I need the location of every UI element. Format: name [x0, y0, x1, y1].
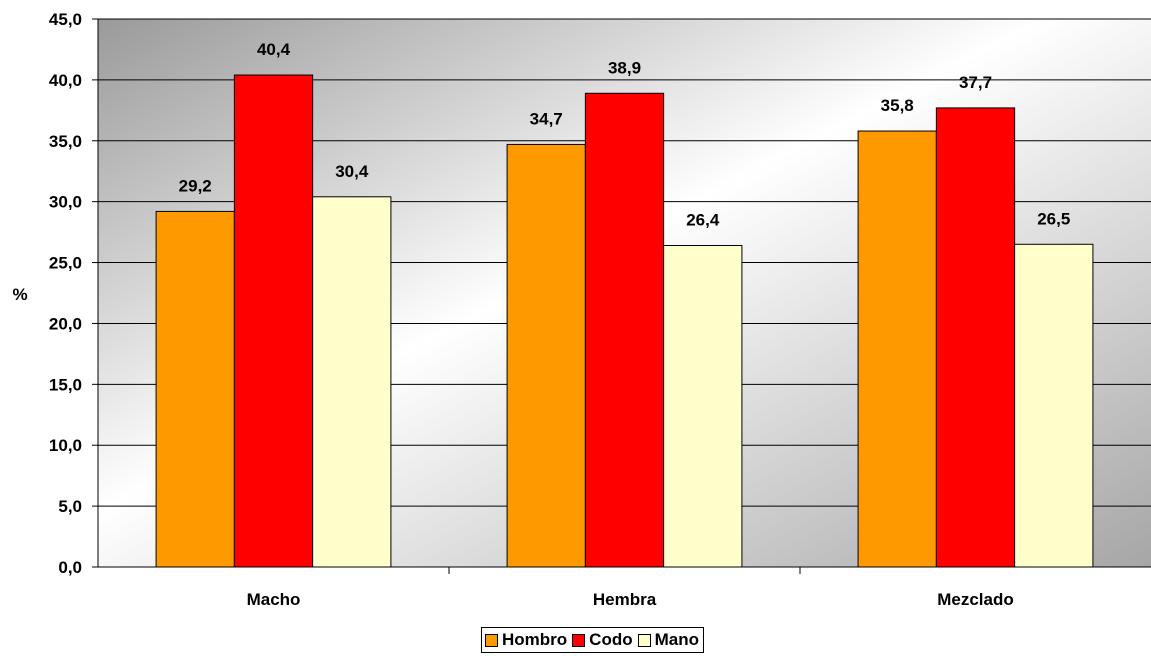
bars — [155, 74, 1094, 568]
legend-label-mano: Mano — [654, 630, 699, 649]
legend-swatch-codo — [572, 633, 586, 647]
data-label: 40,4 — [257, 40, 291, 59]
legend-item-hombro: Hombro — [485, 630, 567, 650]
y-tick-label: 25,0 — [49, 254, 82, 273]
y-tick-label: 0,0 — [58, 558, 82, 577]
legend: Hombro Codo Mano — [481, 627, 704, 653]
legend-label-codo: Codo — [589, 630, 633, 649]
data-label: 35,8 — [881, 96, 914, 115]
bar-codo-macho — [233, 74, 314, 568]
data-label: 34,7 — [530, 109, 563, 128]
bar-hombro-mezclado — [857, 130, 937, 568]
y-tick-label: 20,0 — [49, 314, 82, 333]
y-tick-label: 30,0 — [49, 193, 82, 212]
data-label: 38,9 — [608, 58, 641, 77]
y-tick-label: 15,0 — [49, 375, 82, 394]
y-tick-label: 35,0 — [49, 132, 82, 151]
bar-codo-mezclado — [935, 107, 1016, 568]
legend-label-hombro: Hombro — [502, 630, 568, 649]
y-tick-label: 40,0 — [49, 71, 82, 90]
data-labels: 29,2 40,4 30,4 34,7 38,9 26,4 35,8 37,7 26,5 — [179, 40, 1071, 229]
legend-item-mano: Mano — [637, 630, 699, 650]
bar-codo-hembra — [584, 92, 665, 568]
y-tick-label: 5,0 — [58, 497, 82, 516]
legend-swatch-mano — [637, 633, 651, 647]
bar-hombro-macho — [155, 210, 235, 568]
x-tick-label: Macho — [247, 590, 301, 609]
legend-item-codo: Codo — [572, 630, 633, 650]
y-tick-label: 45,0 — [49, 10, 82, 29]
legend-swatch-hombro — [485, 633, 498, 647]
y-tick-label: 10,0 — [49, 436, 82, 455]
x-tick-label: Hembra — [593, 590, 657, 609]
data-label: 26,5 — [1037, 209, 1070, 228]
y-axis-label: % — [12, 285, 27, 304]
axes: 0,0 5,0 10,0 15,0 20,0 25,0 30,0 35,0 40,0 45,0 Ma… — [49, 10, 1151, 609]
bar-mano-macho — [312, 196, 392, 568]
data-label: 37,7 — [959, 73, 992, 92]
bar-hombro-hembra — [506, 143, 586, 568]
data-label: 26,4 — [686, 211, 720, 230]
data-label: 30,4 — [335, 162, 369, 181]
bar-mano-mezclado — [1014, 243, 1094, 568]
bar-mano-hembra — [663, 245, 743, 568]
x-tick-label: Mezclado — [937, 590, 1014, 609]
data-label: 29,2 — [179, 176, 212, 195]
